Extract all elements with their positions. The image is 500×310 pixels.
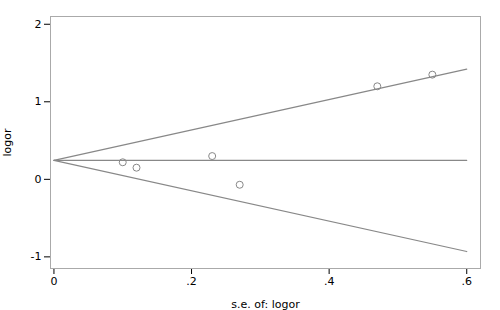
svg-text:.4: .4 — [324, 275, 335, 288]
svg-text:2: 2 — [35, 18, 42, 31]
svg-text:s.e. of: logor: s.e. of: logor — [231, 298, 300, 310]
svg-text:0: 0 — [35, 173, 42, 186]
svg-text:logor: logor — [1, 128, 14, 156]
svg-text:.2: .2 — [186, 275, 197, 288]
svg-text:.6: .6 — [461, 275, 472, 288]
svg-text:0: 0 — [50, 275, 57, 288]
svg-text:1: 1 — [35, 95, 42, 108]
svg-text:-1: -1 — [31, 250, 42, 263]
